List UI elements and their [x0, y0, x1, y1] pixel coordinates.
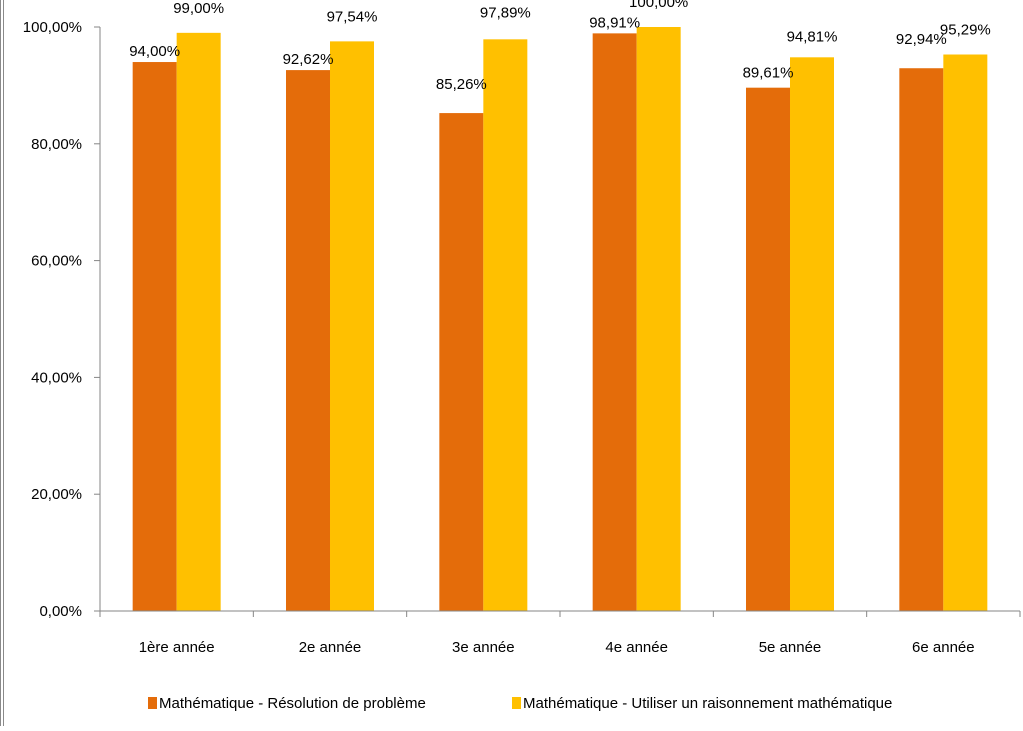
- bar-resolution-2: [286, 70, 330, 612]
- y-tick-label: 80,00%: [31, 136, 82, 153]
- x-tick-label: 6e année: [912, 639, 975, 656]
- bar-raisonnement-3: [483, 39, 528, 612]
- data-labels-layer: 94,00% 99,00% 92,62% 97,54% 85,26% 97,89% 98,9…: [129, 0, 991, 93]
- data-label-resolution-4: 98,91%: [589, 14, 640, 31]
- data-label-resolution-5: 89,61%: [743, 65, 794, 82]
- data-label-raisonnement-2: 97,54%: [327, 8, 378, 25]
- data-label-raisonnement-3: 97,89%: [480, 4, 531, 21]
- x-tick-label: 2e année: [299, 639, 362, 656]
- bar-resolution-3: [439, 113, 484, 611]
- data-label-raisonnement-4: 100,00%: [629, 0, 688, 11]
- bar-raisonnement-2: [330, 41, 374, 612]
- bar-raisonnement-5: [790, 57, 834, 612]
- bar-resolution-1: [132, 62, 177, 612]
- bar-resolution-6: [899, 68, 944, 611]
- bar-raisonnement-1: [176, 32, 221, 611]
- data-label-raisonnement-6: 95,29%: [940, 22, 991, 39]
- legend-swatch-resolution: [148, 697, 157, 709]
- legend: Mathématique - Résolution de problème Mat…: [148, 695, 892, 712]
- x-tick-label: 1ère année: [139, 639, 215, 656]
- data-label-resolution-2: 92,62%: [283, 51, 334, 68]
- legend-label-resolution: Mathématique - Résolution de problème: [159, 695, 426, 712]
- y-tick-label: 100,00%: [23, 19, 82, 36]
- y-tick-label: 60,00%: [31, 253, 82, 270]
- bar-raisonnement-6: [943, 54, 988, 611]
- y-tick-label: 0,00%: [39, 603, 82, 620]
- x-tick-label: 3e année: [452, 639, 515, 656]
- data-label-resolution-1: 94,00%: [129, 43, 180, 60]
- legend-label-raisonnement: Mathématique - Utiliser un raisonnement …: [523, 695, 892, 712]
- bars-layer: [132, 27, 988, 612]
- bar-resolution-4: [592, 33, 637, 611]
- data-label-raisonnement-5: 94,81%: [787, 28, 838, 45]
- data-label-resolution-3: 85,26%: [436, 76, 487, 93]
- data-label-resolution-6: 92,94%: [896, 31, 947, 48]
- data-label-raisonnement-1: 99,00%: [173, 0, 224, 17]
- bar-raisonnement-4: [636, 27, 681, 611]
- axes-layer: 0,00% 20,00% 40,00% 60,00% 80,00% 100,00% 1ère…: [23, 19, 1021, 656]
- y-tick-label: 40,00%: [31, 369, 82, 386]
- legend-swatch-raisonnement: [512, 697, 521, 709]
- bar-resolution-5: [746, 87, 790, 611]
- chart-frame-border: [0, 0, 4, 726]
- x-tick-label: 4e année: [605, 639, 668, 656]
- y-tick-label: 20,00%: [31, 486, 82, 503]
- x-tick-label: 5e année: [759, 639, 822, 656]
